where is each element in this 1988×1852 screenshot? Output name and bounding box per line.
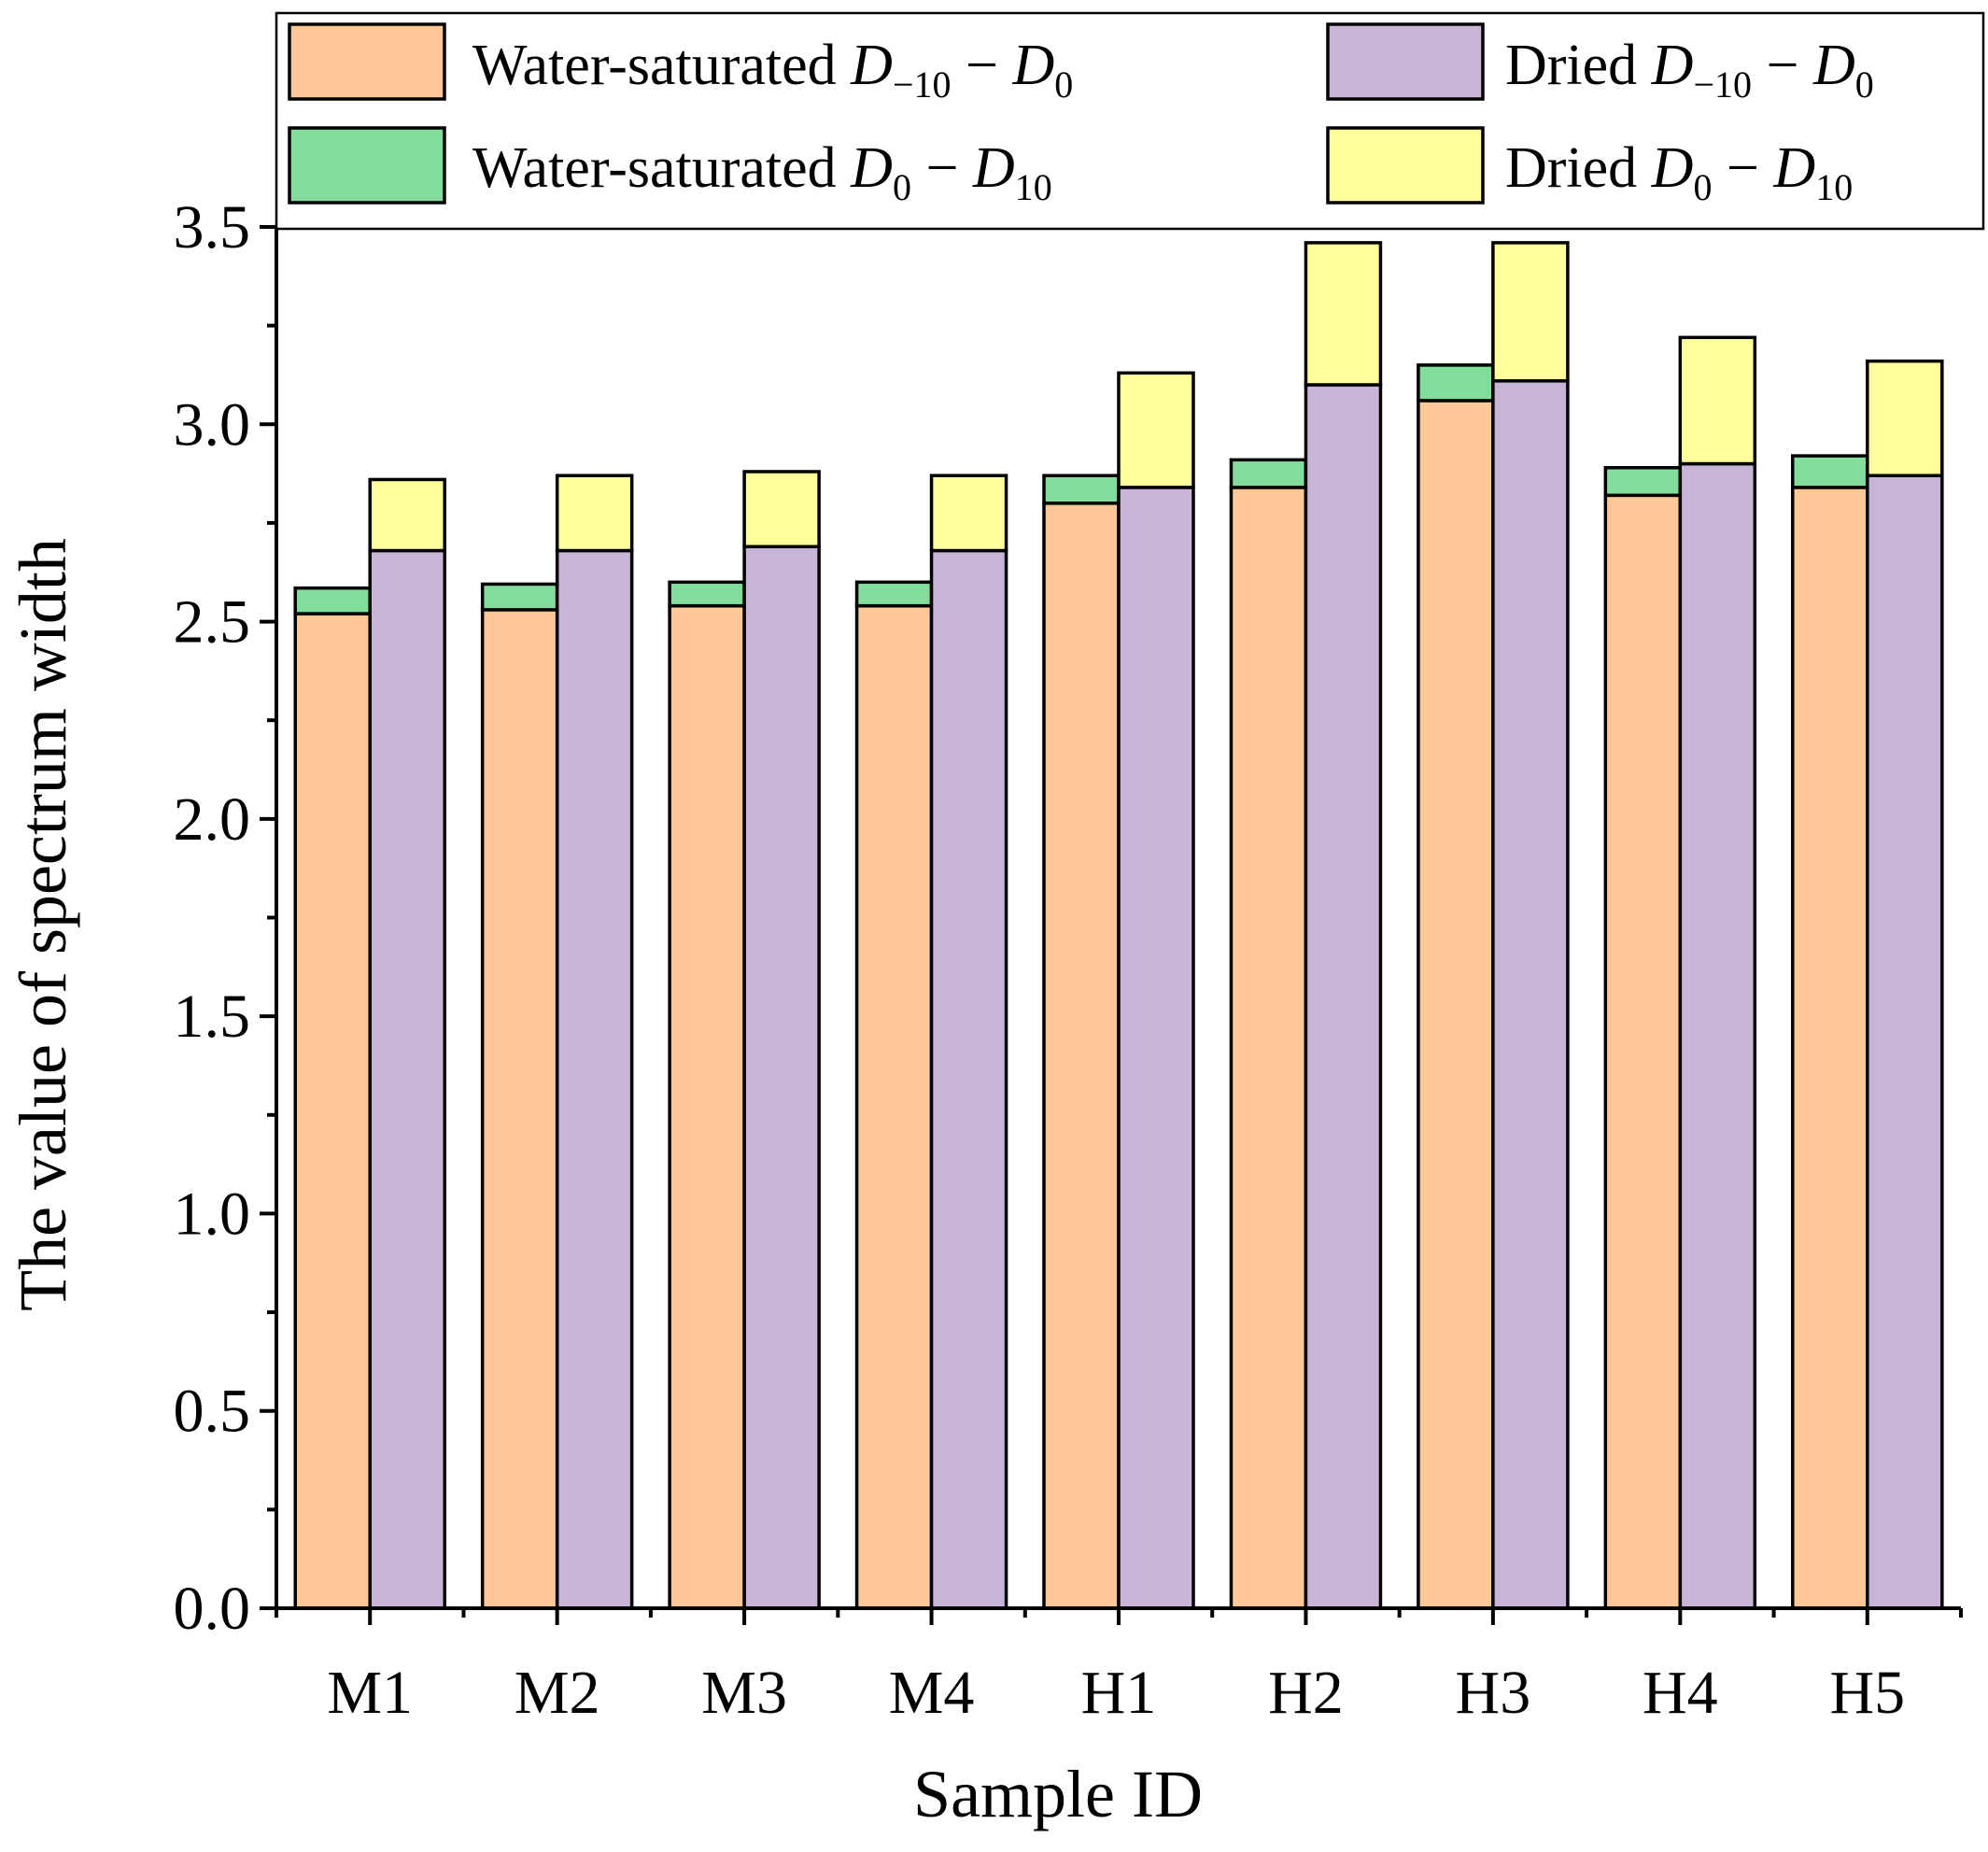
bar-h3-dried-lower [1491,379,1570,1610]
bars-layer [293,241,1944,1610]
bar-m2-water-saturated-lower [480,608,559,1610]
legend-label-2: Dried D−10 − D0 [1505,34,1874,106]
bar-h4-dried-lower [1678,461,1757,1610]
x-tick-label-m4: M4 [889,1659,975,1727]
bar-h1-water-saturated-upper [1042,474,1121,505]
bar-m3-water-saturated-upper [668,580,746,608]
x-tick-label-m1: M1 [327,1659,413,1727]
legend-label-3: Water-saturated D0 − D10 [472,136,1052,208]
bar-h5-dried-lower [1866,474,1944,1610]
bar-h2-water-saturated-lower [1229,486,1308,1610]
bar-h4-water-saturated-lower [1603,493,1683,1610]
bar-m1-water-saturated-upper [293,586,372,615]
y-tick-label: 1.5 [174,983,251,1051]
y-tick-label: 0.0 [174,1575,251,1643]
x-tick-label-h5: H5 [1829,1659,1905,1727]
bar-m1-water-saturated-lower [293,612,372,1610]
bar-h1-water-saturated-lower [1042,502,1121,1610]
bar-h3-dried-upper [1491,241,1570,383]
bar-m3-dried-lower [742,544,821,1610]
bar-m2-water-saturated-upper [480,582,559,612]
legend: Water-saturated D−10 − D0 Dried D−10 − D0… [275,11,1985,231]
legend-swatch-3 [288,126,446,205]
legend-box [275,11,1985,231]
bar-h5-water-saturated-lower [1791,486,1869,1610]
x-tick-label-h3: H3 [1456,1659,1531,1727]
bar-m1-dried-upper [368,477,446,553]
legend-swatch-2 [1326,22,1485,101]
bar-m3-water-saturated-lower [668,603,746,1610]
x-axis-title: Sample ID [913,1757,1203,1831]
bar-h5-water-saturated-upper [1791,454,1869,489]
y-tick-label: 3.5 [174,193,251,262]
legend-swatch-1 [288,22,446,101]
bar-m2-dried-lower [555,548,634,1610]
y-tick-label: 1.0 [174,1180,251,1248]
bar-m4-water-saturated-upper [854,580,934,608]
bar-h5-dried-upper [1866,359,1944,477]
x-tick-label-h2: H2 [1268,1659,1344,1727]
x-tick-label-h4: H4 [1643,1659,1718,1727]
bar-h4-water-saturated-upper [1603,466,1683,498]
bar-m1-dried-lower [368,548,446,1610]
y-tick-label: 3.0 [174,390,251,459]
y-tick-label: 2.5 [174,588,251,657]
bar-h2-dried-upper [1304,241,1383,387]
bar-m4-dried-upper [929,474,1008,553]
y-tick-label: 0.5 [174,1378,251,1446]
bar-h3-water-saturated-upper [1417,363,1495,403]
y-axis-title: The value of spectrum width [6,538,80,1311]
bar-h2-water-saturated-upper [1229,458,1308,489]
bar-h4-dried-upper [1678,335,1757,466]
axes-layer: 0.0 0.5 1.0 1.5 2.0 2.5 3.0 3.5 M1 M2 M3 M4 H1 H2 H3 H4… [174,193,1963,1727]
bar-h2-dried-lower [1304,383,1383,1610]
x-tick-label-m2: M2 [515,1659,600,1727]
bar-h3-water-saturated-lower [1417,399,1495,1610]
bar-m3-dried-upper [742,470,821,549]
bar-h1-dried-upper [1117,371,1195,489]
legend-swatch-4 [1326,126,1485,205]
bar-h1-dried-lower [1117,486,1195,1610]
bar-m4-dried-lower [929,548,1008,1610]
bar-m4-water-saturated-lower [854,603,934,1610]
legend-label-4: Dried D0 − D10 [1505,136,1853,208]
y-tick-label: 2.0 [174,785,251,854]
x-tick-label-h1: H1 [1081,1659,1157,1727]
bar-m2-dried-upper [555,474,634,553]
x-tick-label-m3: M3 [701,1659,787,1727]
legend-label-1: Water-saturated D−10 − D0 [472,34,1073,106]
